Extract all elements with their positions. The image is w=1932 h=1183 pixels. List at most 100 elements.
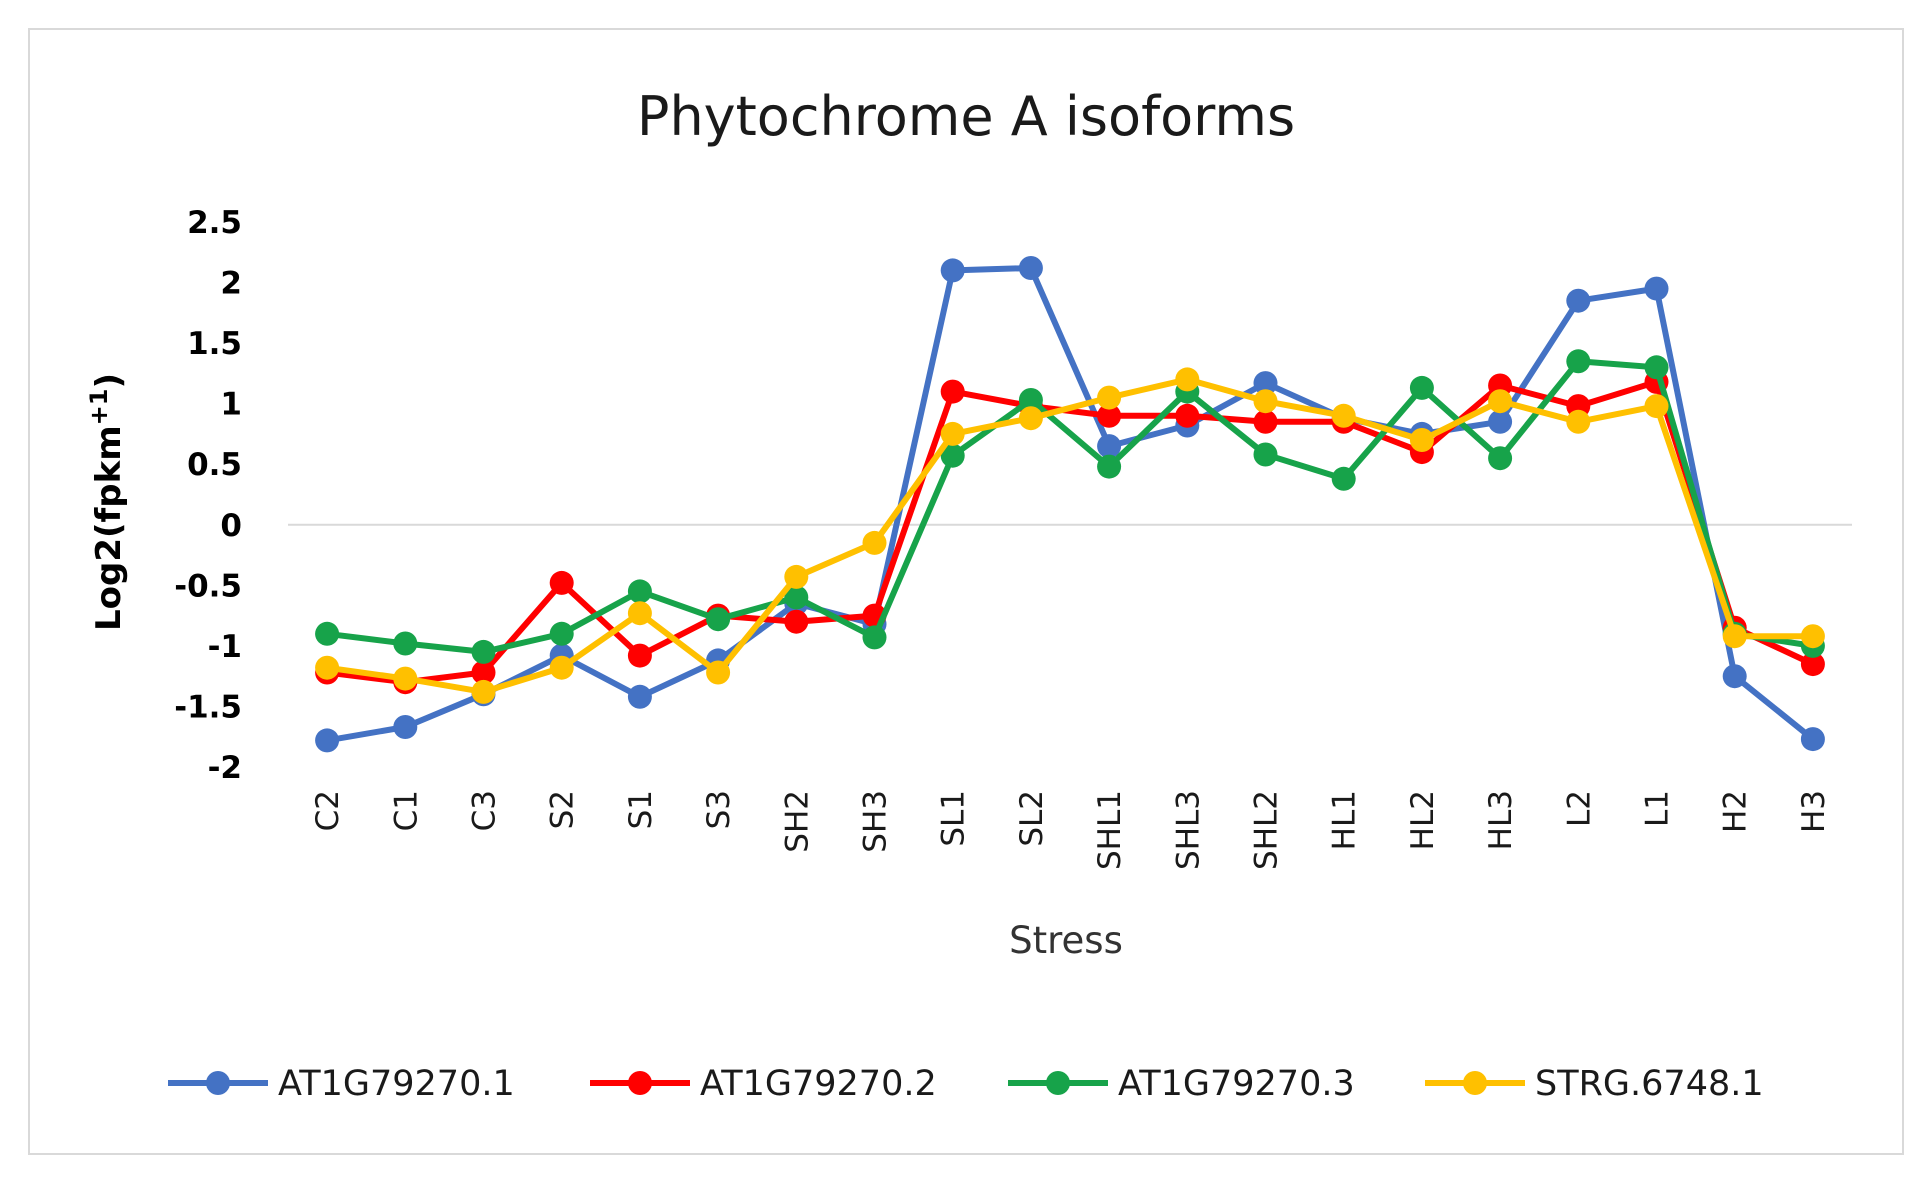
data-point [1566, 288, 1591, 313]
data-point [1018, 388, 1043, 412]
data-point [1800, 652, 1825, 677]
legend-marker [206, 1071, 230, 1095]
legend-item: AT1G79270.2 [590, 1064, 937, 1104]
chart-title: Phytochrome A isoforms [637, 85, 1295, 148]
series-line [326, 358, 1814, 655]
data-point [1644, 355, 1669, 380]
x-axis-label: Stress [1009, 919, 1123, 962]
x-tick-label: HL3 [1483, 790, 1519, 850]
data-point [1097, 434, 1122, 459]
y-tick-label: -1 [208, 629, 242, 665]
legend-label: STRG.6748.1 [1535, 1064, 1764, 1104]
data-point [627, 643, 652, 668]
data-point [1566, 409, 1591, 434]
data-point [1488, 409, 1513, 434]
y-tick-label: -2 [208, 750, 242, 786]
data-point [1018, 256, 1043, 280]
data-point [1097, 385, 1122, 410]
data-point [1175, 403, 1200, 428]
data-point [784, 564, 809, 589]
data-point [1175, 367, 1200, 392]
data-point [1800, 727, 1825, 752]
data-point [393, 715, 418, 739]
legend: AT1G79270.1 AT1G79270.2 AT1G79270.3 STRG.67… [168, 1064, 1764, 1104]
legend-label: AT1G79270.3 [1118, 1064, 1355, 1104]
data-point [315, 655, 340, 680]
legend-marker [1046, 1071, 1070, 1095]
x-tick-label: S3 [701, 790, 737, 829]
data-point [706, 607, 731, 632]
x-tick-label: H2 [1718, 790, 1754, 833]
data-point [1644, 276, 1669, 301]
y-tick-label: 0 [220, 508, 242, 544]
data-point [1331, 466, 1356, 491]
x-tick-label: SL1 [936, 790, 972, 847]
data-point [784, 609, 809, 634]
data-point [1097, 403, 1122, 428]
y-tick-label: 1 [220, 387, 242, 423]
y-tick-label: -1.5 [174, 689, 242, 725]
x-axis: C2 C1 C3 S2 S1 S3 SH2 SH3 SL1 SL2 SHL1 SHL3 SHL2 HL1 H… [310, 790, 1832, 870]
y-tick-label: 1.5 [187, 326, 242, 362]
y-tick-label: 0.5 [187, 447, 242, 483]
data-point [393, 631, 418, 656]
x-tick-label: C2 [310, 790, 346, 831]
data-point [940, 258, 965, 283]
x-tick-label: L2 [1561, 790, 1597, 827]
data-point [627, 601, 652, 626]
legend-label: AT1G79270.1 [278, 1064, 515, 1104]
series-line [326, 376, 1813, 695]
series-3 [315, 349, 1825, 664]
data-point [1253, 389, 1278, 414]
legend-item: STRG.6748.1 [1425, 1064, 1764, 1104]
data-point [862, 530, 887, 555]
x-tick-label: HL1 [1327, 790, 1363, 850]
data-point [1566, 349, 1591, 374]
x-tick-label: SH3 [858, 790, 894, 853]
data-point [1409, 428, 1434, 452]
data-point [784, 585, 809, 610]
data-point [471, 660, 496, 685]
series-1 [315, 256, 1825, 753]
data-point [315, 621, 340, 646]
x-tick-label: C3 [467, 790, 503, 831]
data-point [627, 684, 652, 709]
x-tick-label: SHL2 [1249, 790, 1285, 870]
y-tick-label: 2 [220, 266, 242, 302]
x-tick-label: HL2 [1405, 790, 1441, 850]
y-axis-label: Log2(fpkm+1) [85, 373, 129, 631]
chart-frame [28, 28, 1904, 1155]
x-tick-label: H3 [1796, 790, 1832, 833]
data-point [315, 728, 340, 753]
data-point [1409, 375, 1434, 400]
legend-marker [1463, 1071, 1487, 1095]
data-point [940, 421, 965, 446]
x-tick-label: SHL1 [1092, 790, 1128, 870]
data-point [1253, 409, 1278, 434]
y-tick-label: 2.5 [187, 205, 242, 241]
data-point [706, 660, 731, 685]
data-point [549, 655, 574, 680]
series-4 [315, 367, 1825, 704]
x-tick-label: S2 [545, 790, 581, 829]
x-tick-label: SL2 [1014, 790, 1050, 847]
data-point [549, 621, 574, 646]
y-tick-label: -0.5 [174, 568, 242, 604]
data-point [393, 666, 418, 691]
x-tick-label: L1 [1640, 790, 1676, 827]
legend-item: AT1G79270.1 [168, 1064, 515, 1104]
legend-label: AT1G79270.2 [700, 1064, 937, 1104]
x-tick-label: S1 [623, 790, 659, 829]
data-point [1800, 624, 1825, 649]
y-axis: 2.5 2 1.5 1 0.5 0 -0.5 -1 -1.5 -2 [174, 205, 242, 786]
data-point [549, 570, 574, 595]
data-point [1097, 454, 1122, 479]
data-point [1722, 664, 1747, 689]
x-tick-label: C1 [388, 790, 424, 831]
x-tick-label: SHL3 [1170, 790, 1206, 870]
series-layer [315, 256, 1825, 753]
data-point [940, 443, 965, 468]
data-point [1018, 406, 1043, 431]
data-point [940, 379, 965, 404]
